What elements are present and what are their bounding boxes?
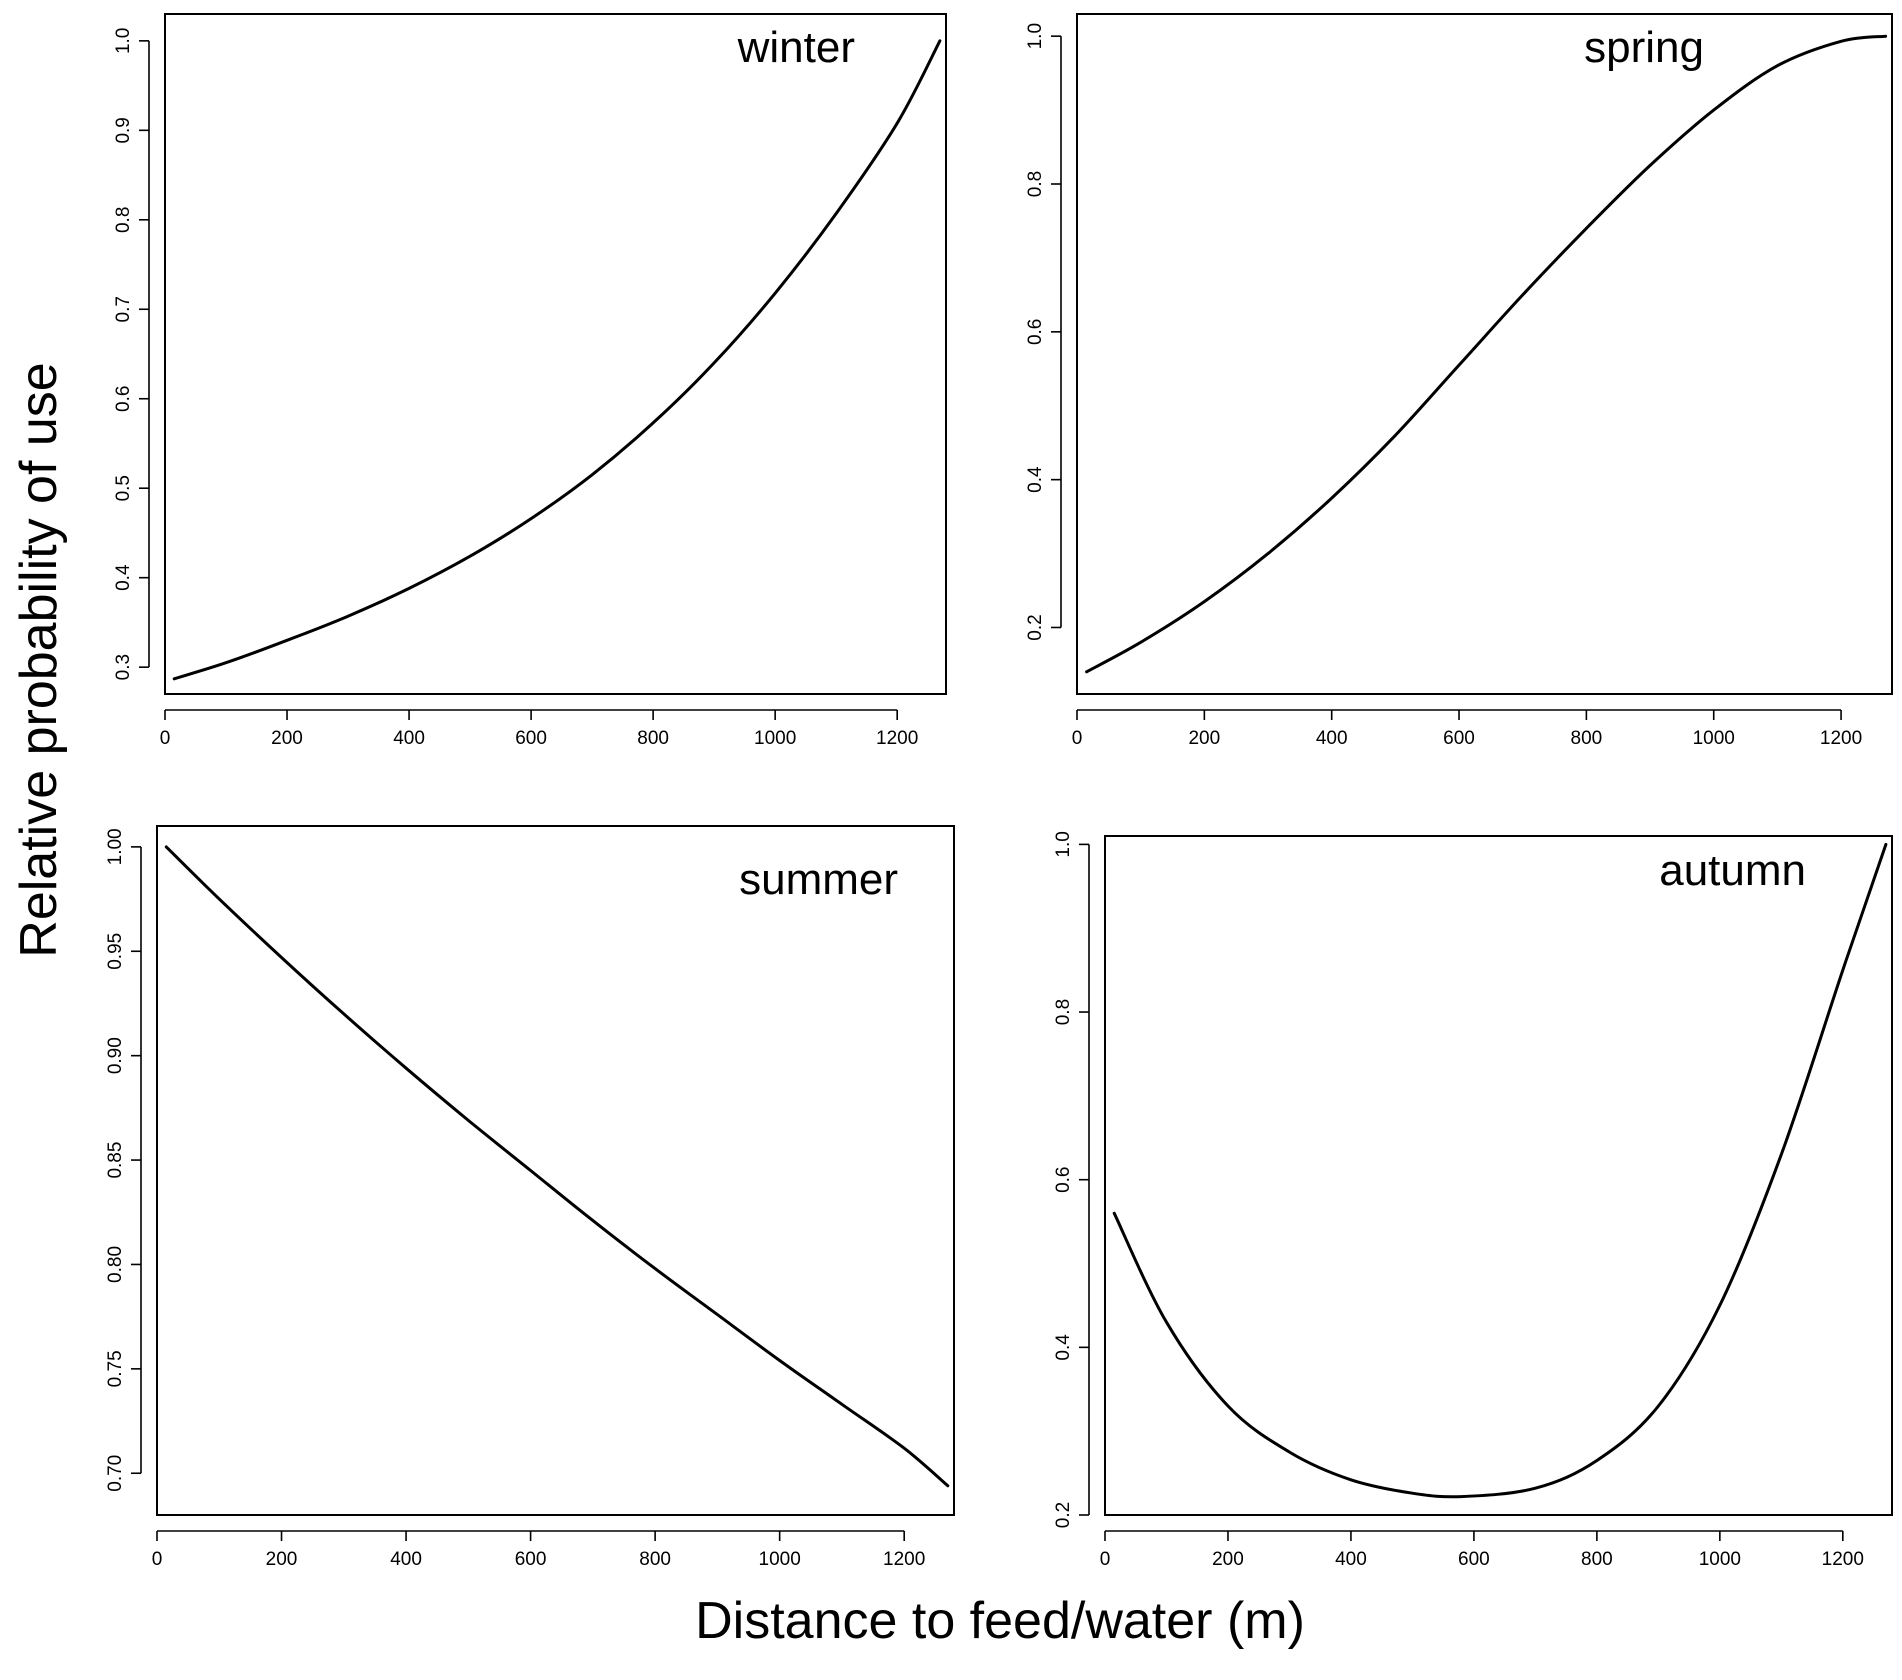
x-tick-label-summer: 1000	[759, 1549, 801, 1570]
season-label-winter: winter	[737, 23, 855, 72]
y-tick-label-summer: 0.95	[105, 933, 126, 970]
x-tick-label-winter: 400	[393, 728, 425, 749]
y-tick-label-winter: 0.8	[113, 207, 134, 233]
x-tick-label-spring: 200	[1188, 728, 1220, 749]
x-tick-label-spring: 1200	[1820, 728, 1862, 749]
x-tick-label-summer: 400	[390, 1549, 422, 1570]
curve-winter	[172, 39, 942, 681]
y-tick-label-autumn: 0.4	[1053, 1334, 1074, 1361]
y-tick-label-winter: 0.5	[113, 475, 134, 501]
y-tick-label-winter: 0.9	[113, 117, 134, 143]
panel-spring: 0 200 400 600 800 1000 1200 0.2 0.4 0.6 0.8 1.0 spri…	[1025, 13, 1893, 749]
y-tick-label-winter: 1.0	[113, 28, 134, 54]
x-tick-label-autumn: 0	[1100, 1549, 1111, 1570]
y-tick-label-autumn: 0.2	[1053, 1502, 1074, 1528]
y-tick-label-spring: 0.2	[1025, 614, 1046, 640]
season-label-summer: summer	[739, 855, 898, 904]
x-tick-label-summer: 1200	[883, 1549, 925, 1570]
y-tick-label-summer: 1.00	[105, 828, 126, 865]
panel-autumn: 0 200 400 600 800 1000 1200 0.2 0.4 0.6 0.8 1.0 autu…	[1053, 831, 1893, 1570]
y-tick-label-autumn: 1.0	[1053, 831, 1074, 857]
y-tick-label-winter: 0.4	[113, 564, 134, 591]
x-tick-label-autumn: 200	[1212, 1549, 1244, 1570]
y-tick-label-summer: 0.75	[105, 1350, 126, 1387]
x-tick-label-summer: 600	[515, 1549, 547, 1570]
plot-frame-summer	[156, 825, 955, 1516]
panels: 0 200 400 600 800 1000 12000.30.40.50.60.70.80…	[105, 13, 1893, 1570]
x-tick-label-spring: 400	[1316, 728, 1348, 749]
plot-frame-autumn	[1104, 835, 1893, 1516]
y-tick-label-spring: 0.6	[1025, 319, 1046, 345]
y-tick-label-summer: 0.85	[105, 1142, 126, 1179]
y-tick-label-autumn: 0.6	[1053, 1166, 1074, 1192]
x-tick-label-autumn: 1000	[1699, 1549, 1741, 1570]
x-tick-label-autumn: 800	[1581, 1549, 1613, 1570]
y-tick-label-summer: 0.80	[105, 1246, 126, 1283]
panel-summer: 0 200 400 600 800 1000 1200 0.70 0.75 0.80 0.85 0.9…	[105, 825, 955, 1570]
x-tick-label-spring: 600	[1443, 728, 1475, 749]
x-tick-label-autumn: 600	[1458, 1549, 1490, 1570]
y-tick-label-summer: 0.90	[105, 1037, 126, 1074]
curve-autumn	[1112, 842, 1888, 1499]
x-tick-label-winter: 800	[637, 728, 669, 749]
x-tick-label-spring: 800	[1571, 728, 1603, 749]
plot-frame-winter	[164, 13, 947, 695]
curve-summer	[164, 845, 950, 1488]
x-tick-label-summer: 0	[152, 1549, 163, 1570]
plot-frame-spring	[1076, 13, 1893, 695]
x-axis-label: Distance to feed/water (m)	[695, 1592, 1305, 1650]
x-tick-label-summer: 800	[639, 1549, 671, 1570]
season-label-autumn: autumn	[1659, 846, 1806, 895]
x-tick-label-autumn: 400	[1335, 1549, 1367, 1570]
y-tick-label-spring: 1.0	[1025, 23, 1046, 49]
x-tick-label-winter: 600	[515, 728, 547, 749]
panel-winter: 0 200 400 600 800 1000 1200 0.3 0.4 0.5 0.6 0.7 0.8 0…	[113, 13, 947, 749]
y-tick-label-spring: 0.8	[1025, 171, 1046, 197]
x-tick-label-summer: 200	[266, 1549, 298, 1570]
x-tick-label-winter: 1200	[876, 728, 918, 749]
x-tick-label-spring: 1000	[1693, 728, 1735, 749]
y-tick-label-winter: 0.7	[113, 296, 134, 322]
y-tick-label-summer: 0.70	[105, 1455, 126, 1492]
y-tick-label-winter: 0.6	[113, 386, 134, 412]
y-axis-label: Relative probability of use	[10, 362, 68, 957]
x-tick-label-winter: 1000	[754, 728, 796, 749]
curve-spring	[1085, 34, 1888, 674]
y-tick-label-spring: 0.4	[1025, 466, 1046, 493]
y-tick-label-autumn: 0.8	[1053, 999, 1074, 1025]
x-tick-label-autumn: 1200	[1822, 1549, 1864, 1570]
x-tick-label-winter: 200	[271, 728, 303, 749]
y-tick-label-winter: 0.3	[113, 654, 134, 680]
x-tick-label-winter: 0	[160, 728, 171, 749]
season-label-spring: spring	[1584, 23, 1704, 72]
x-tick-label-spring: 0	[1072, 728, 1083, 749]
